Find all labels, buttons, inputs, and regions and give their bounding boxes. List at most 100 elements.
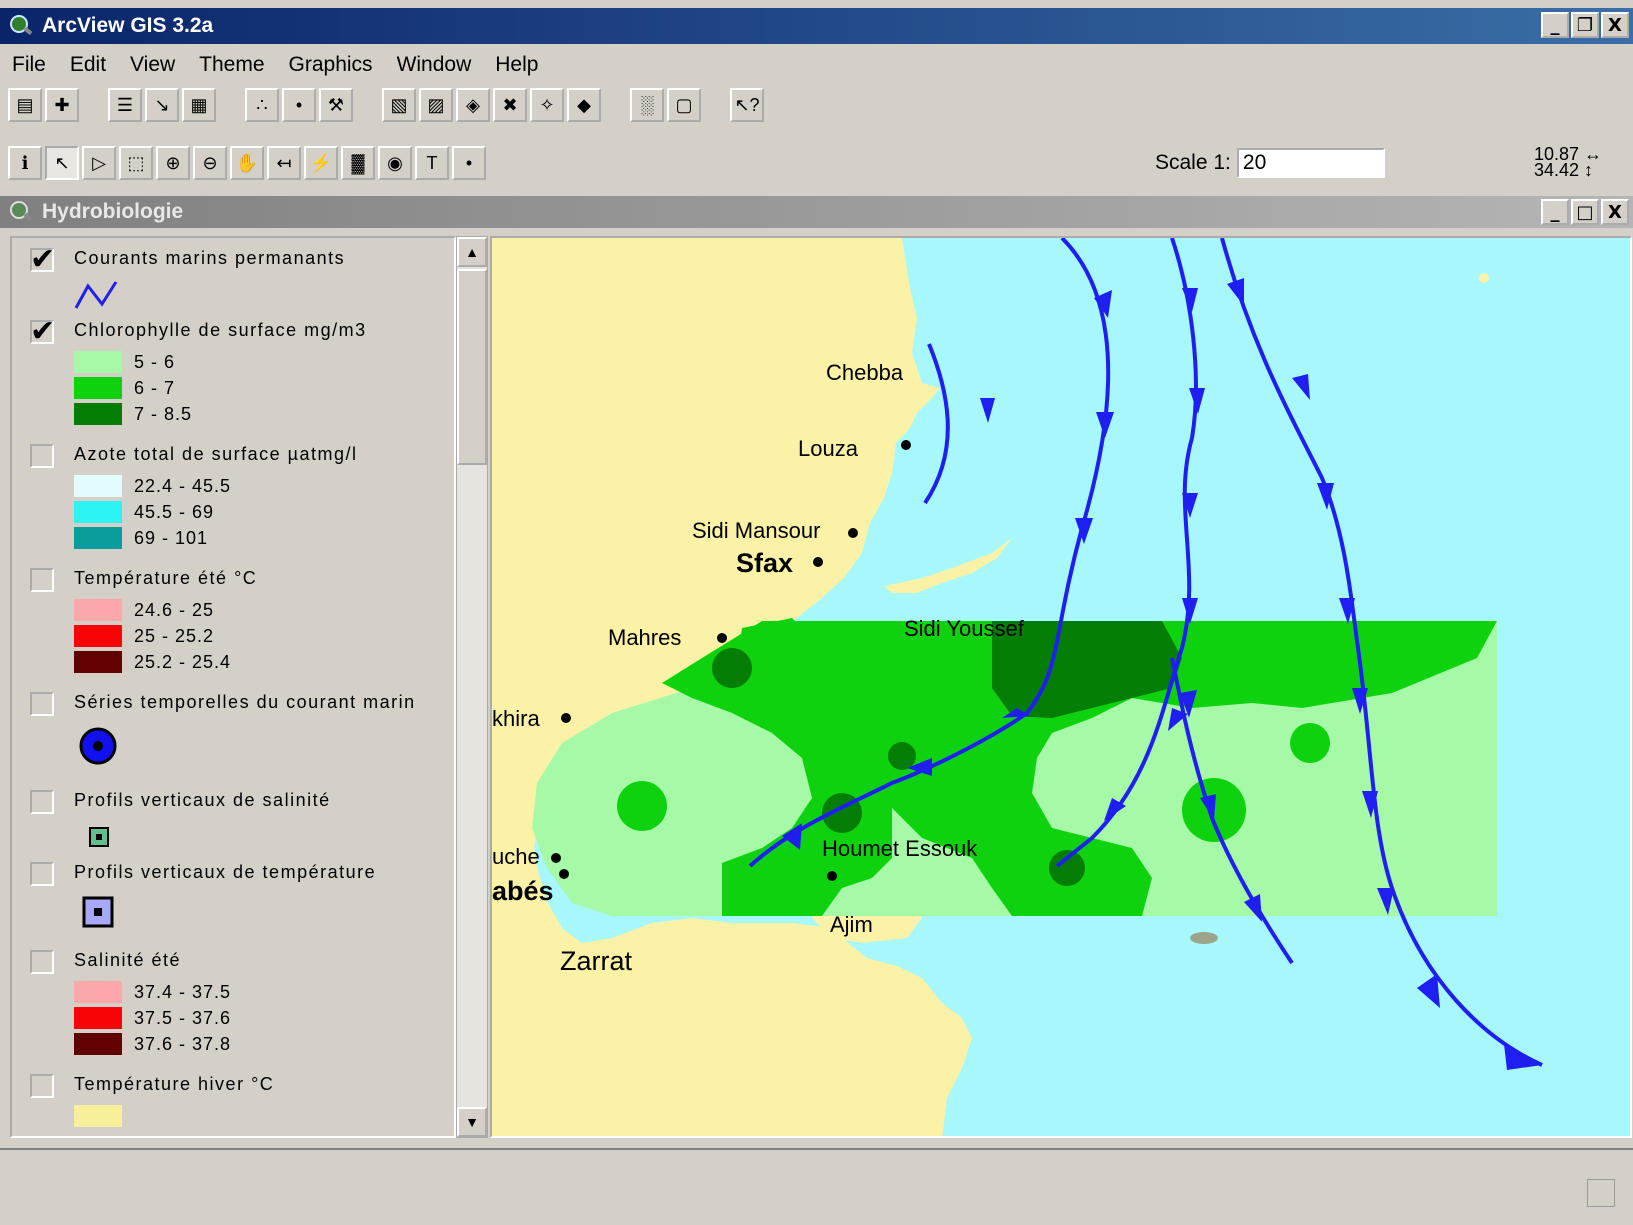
- legend-theme-chloro[interactable]: ✔ Chlorophylle de surface mg/m3 5 - 6 6 - 7…: [12, 314, 452, 442]
- view-maximize-button[interactable]: □: [1571, 199, 1599, 225]
- menu-window[interactable]: Window: [396, 53, 472, 76]
- theme-visibility-checkbox[interactable]: [30, 1074, 54, 1098]
- legend-theme-courants[interactable]: ✔ Courants marins permanants: [12, 242, 452, 318]
- measure-button[interactable]: ↤: [267, 146, 301, 180]
- zoom-active-themes-button[interactable]: ▨: [419, 88, 453, 122]
- menu-help[interactable]: Help: [495, 53, 539, 76]
- app-title: ArcView GIS 3.2a: [42, 14, 214, 37]
- class-label: 37.4 - 37.5: [134, 981, 232, 1002]
- legend-theme-series[interactable]: Séries temporelles du courant marin: [12, 690, 452, 788]
- zoom-in-center-button[interactable]: ✖: [493, 88, 527, 122]
- menu-file[interactable]: File: [12, 53, 46, 76]
- current-arrow: [907, 758, 932, 776]
- circle-symbol-icon: [79, 727, 117, 765]
- minimize-button[interactable]: _: [1541, 12, 1569, 38]
- label-houmet-essouk: Houmet Essouk: [822, 836, 978, 861]
- map-display[interactable]: Chebba Louza Sidi Mansour Sfax Mahres Si…: [490, 236, 1632, 1138]
- theme-visibility-checkbox[interactable]: [30, 862, 54, 886]
- legend-theme-temp_hiver[interactable]: Température hiver °C: [12, 1072, 452, 1136]
- pointer-button[interactable]: ↖: [45, 146, 79, 180]
- menu-view[interactable]: View: [130, 53, 176, 76]
- current-arrow: [1168, 708, 1188, 731]
- menu-edit[interactable]: Edit: [69, 53, 107, 76]
- view-minimize-button[interactable]: _: [1541, 199, 1569, 225]
- view-close-button[interactable]: X: [1601, 199, 1629, 225]
- clear-selection-button[interactable]: ▢: [667, 88, 701, 122]
- pan-button[interactable]: ✋: [230, 146, 264, 180]
- chlorophyll-dark-spot: [1049, 850, 1085, 886]
- zoom-selected-button[interactable]: ◈: [456, 88, 490, 122]
- identify-button[interactable]: ℹ: [8, 146, 42, 180]
- zoom-previous-button[interactable]: ◆: [567, 88, 601, 122]
- legend-class: 25.2 - 25.4: [74, 650, 231, 674]
- chlorophyll-medium-spot: [617, 781, 667, 831]
- app-title-bar: ArcView GIS 3.2a _ ❐ X: [0, 8, 1633, 44]
- select-feature-button[interactable]: ⬚: [119, 146, 153, 180]
- chlorophyll-dark-spot: [712, 648, 752, 688]
- color-swatch: [74, 351, 122, 373]
- current-line: [1170, 657, 1294, 965]
- add-theme-button[interactable]: ✚: [45, 88, 79, 122]
- color-swatch: [74, 475, 122, 497]
- legend-theme-temp_prof[interactable]: Profils verticaux de température: [12, 860, 452, 948]
- theme-visibility-checkbox[interactable]: [30, 950, 54, 974]
- scale-input[interactable]: [1236, 148, 1385, 178]
- edit-legend-button[interactable]: ↘: [145, 88, 179, 122]
- restore-button[interactable]: ❐: [1571, 12, 1599, 38]
- draw-point-button[interactable]: •: [452, 146, 486, 180]
- toc-scrollbar[interactable]: ▲ ▼: [456, 236, 488, 1138]
- theme-visibility-checkbox[interactable]: [30, 692, 54, 716]
- city-dot: [848, 528, 858, 538]
- place-labels: Chebba Louza Sidi Mansour Sfax Mahres Si…: [492, 360, 1025, 976]
- resize-grip-icon[interactable]: [1587, 1179, 1615, 1207]
- legend-class: 25 - 25.2: [74, 624, 214, 648]
- legend-theme-temp_ete[interactable]: Température été °C 24.6 - 25 25 - 25.2 25.2…: [12, 566, 452, 690]
- current-line: [923, 343, 950, 505]
- help-button[interactable]: ↖?: [730, 88, 764, 122]
- hotlink-button[interactable]: ⚡: [304, 146, 338, 180]
- label-button[interactable]: ◉: [378, 146, 412, 180]
- square-symbol-icon: [82, 896, 114, 928]
- query-builder-button[interactable]: ⚒: [319, 88, 353, 122]
- zoom-out-button[interactable]: ⊖: [193, 146, 227, 180]
- text-button[interactable]: T: [415, 146, 449, 180]
- coastline-land: [492, 238, 972, 1136]
- zoom-out-center-button[interactable]: ✧: [530, 88, 564, 122]
- scroll-down-icon[interactable]: ▼: [457, 1107, 487, 1137]
- arcview-globe-icon: [8, 13, 34, 39]
- legend-theme-azote[interactable]: Azote total de surface µatmg/l 22.4 - 45.…: [12, 442, 452, 566]
- select-by-theme-icon: ░: [640, 94, 654, 115]
- locate-address-button[interactable]: •: [282, 88, 316, 122]
- color-swatch: [74, 1033, 122, 1055]
- area-of-interest-button[interactable]: ▓: [341, 146, 375, 180]
- open-table-button[interactable]: ▦: [182, 88, 216, 122]
- theme-name: Séries temporelles du courant marin: [74, 692, 416, 712]
- small-island: [1479, 273, 1489, 283]
- view-title: Hydrobiologie: [42, 200, 184, 223]
- scroll-up-icon[interactable]: ▲: [457, 237, 487, 267]
- menu-theme[interactable]: Theme: [199, 53, 265, 76]
- zoom-full-extent-button[interactable]: ▧: [382, 88, 416, 122]
- theme-visibility-checkbox[interactable]: ✔: [30, 242, 55, 277]
- map-canvas[interactable]: Chebba Louza Sidi Mansour Sfax Mahres Si…: [492, 238, 1632, 1138]
- class-label: 6 - 7: [134, 377, 176, 398]
- theme-visibility-checkbox[interactable]: ✔: [30, 314, 55, 349]
- theme-properties-button[interactable]: ☰: [108, 88, 142, 122]
- theme-visibility-checkbox[interactable]: [30, 790, 54, 814]
- menu-graphics[interactable]: Graphics: [288, 53, 373, 76]
- legend-class: 22.4 - 45.5: [74, 474, 231, 498]
- legend-theme-salinite[interactable]: Salinité été 37.4 - 37.5 37.5 - 37.6 37.6 -…: [12, 948, 452, 1072]
- zoom-in-button[interactable]: ⊕: [156, 146, 190, 180]
- current-arrowheads: [782, 278, 1542, 1070]
- legend-theme-salinite_prof[interactable]: Profils verticaux de salinité: [12, 788, 452, 860]
- save-button[interactable]: ▤: [8, 88, 42, 122]
- close-button[interactable]: X: [1601, 12, 1629, 38]
- legend-class: 7 - 8.5: [74, 402, 192, 426]
- select-by-theme-button[interactable]: ░: [630, 88, 664, 122]
- vertex-edit-button[interactable]: ▷: [82, 146, 116, 180]
- theme-visibility-checkbox[interactable]: [30, 568, 54, 592]
- current-arrow: [1417, 974, 1440, 1008]
- theme-visibility-checkbox[interactable]: [30, 444, 54, 468]
- find-button[interactable]: ∴: [245, 88, 279, 122]
- scroll-thumb[interactable]: [457, 269, 487, 465]
